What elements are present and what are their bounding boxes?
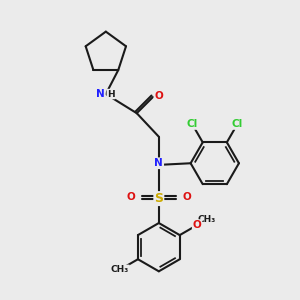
Text: O: O (182, 192, 191, 203)
Text: CH₃: CH₃ (111, 265, 129, 274)
Text: S: S (154, 192, 163, 205)
Text: O: O (154, 91, 163, 100)
Text: O: O (127, 192, 135, 203)
Text: N: N (154, 158, 163, 168)
Text: Cl: Cl (187, 119, 198, 129)
Text: O: O (193, 220, 202, 230)
Text: Cl: Cl (232, 119, 243, 129)
Text: CH₃: CH₃ (197, 215, 216, 224)
Text: N: N (96, 89, 105, 99)
Text: H: H (107, 90, 115, 99)
